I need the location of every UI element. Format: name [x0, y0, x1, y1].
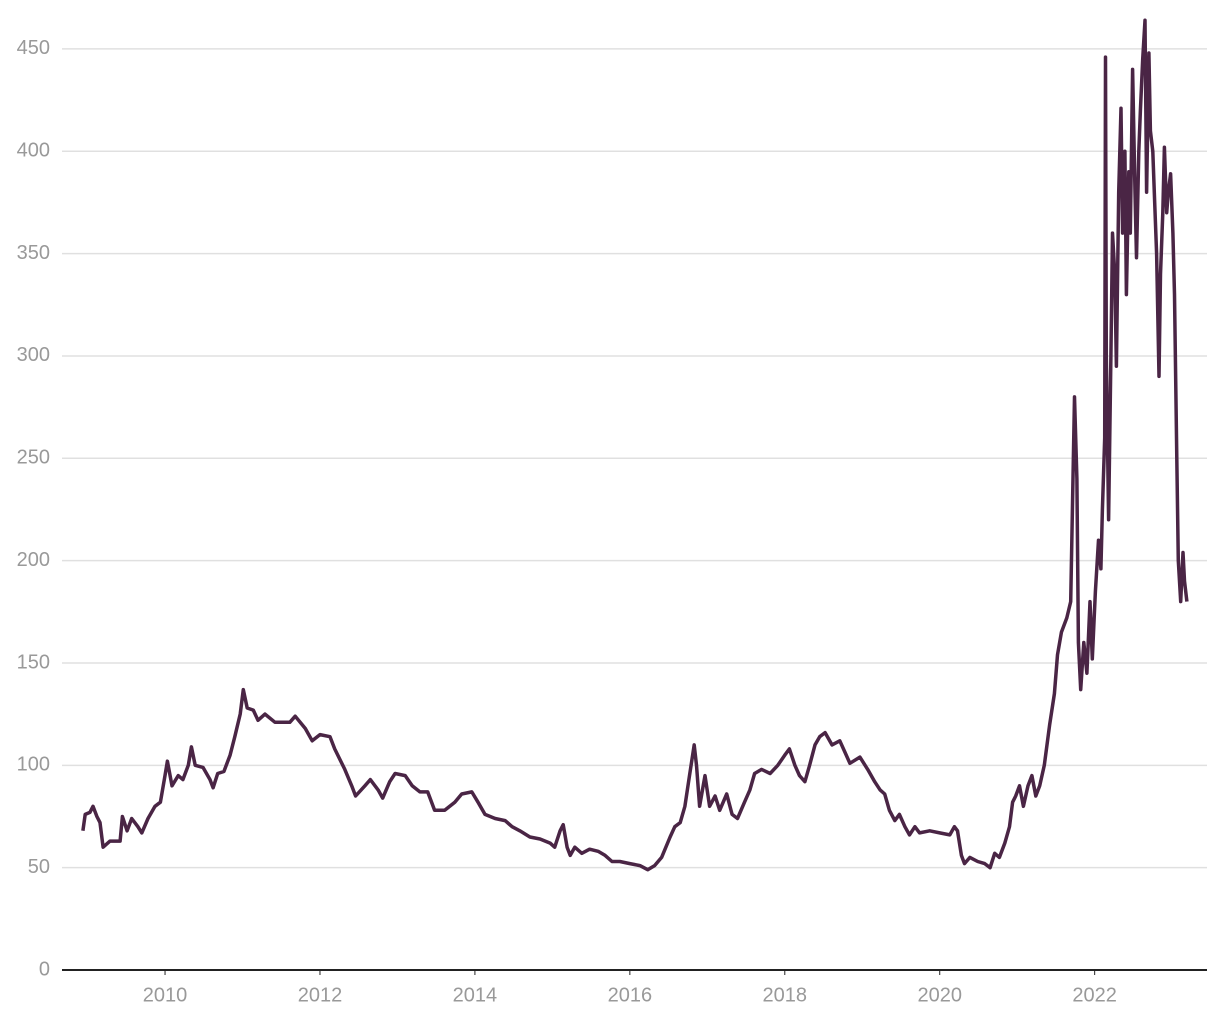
x-tick-label: 2018 — [763, 984, 808, 1006]
y-tick-label: 200 — [17, 549, 50, 571]
line — [81, 18, 1189, 872]
x-tick-label: 2012 — [298, 984, 343, 1006]
x-tick-label: 2022 — [1072, 984, 1117, 1006]
y-tick-label: 450 — [17, 37, 50, 59]
y-tick-label: 300 — [17, 344, 50, 366]
y-tick-label: 150 — [17, 651, 50, 673]
y-tick-label: 0 — [39, 958, 50, 980]
x-tick-label: 2010 — [143, 984, 188, 1006]
y-tick-label: 400 — [17, 140, 50, 162]
y-tick-label: 350 — [17, 242, 50, 264]
x-tick-label: 2014 — [453, 984, 498, 1006]
y-tick-label: 100 — [17, 754, 50, 776]
y-tick-label: 50 — [28, 856, 50, 878]
x-tick-label: 2020 — [917, 984, 962, 1006]
y-tick-label: 250 — [17, 447, 50, 469]
x-tick-label: 2016 — [608, 984, 653, 1006]
